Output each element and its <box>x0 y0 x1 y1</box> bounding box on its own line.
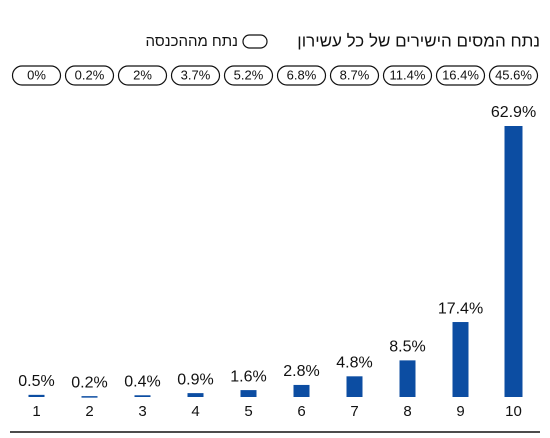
value-label: 17.4% <box>438 300 483 317</box>
income-pill-label: 6.8% <box>287 67 317 82</box>
income-pill <box>382 65 433 86</box>
legend-label: נתח מההכנסה <box>146 33 238 50</box>
x-tick-label: 1 <box>32 403 40 420</box>
x-tick-label: 6 <box>297 403 305 420</box>
income-pill-label: 45.6% <box>495 67 532 82</box>
income-pill <box>11 65 62 86</box>
bar <box>187 393 204 397</box>
bar <box>240 390 257 397</box>
value-label: 4.8% <box>336 355 372 372</box>
value-label: 0.9% <box>177 371 213 388</box>
x-tick-label: 7 <box>350 403 358 420</box>
bar <box>293 384 310 397</box>
bar <box>81 396 98 398</box>
value-label: 1.6% <box>230 368 266 385</box>
value-label: 2.8% <box>283 363 319 380</box>
x-tick-label: 4 <box>191 403 199 420</box>
income-pill <box>170 65 221 86</box>
income-pill <box>223 65 274 86</box>
value-label: 8.5% <box>389 339 425 356</box>
income-pill <box>488 65 539 86</box>
x-tick-label: 3 <box>138 403 146 420</box>
x-tick-label: 2 <box>85 403 93 420</box>
value-label: 0.2% <box>71 374 107 391</box>
bar <box>399 360 416 397</box>
income-pill-label: 0% <box>27 67 46 82</box>
bar <box>346 376 363 397</box>
income-pill <box>435 65 486 86</box>
value-label: 0.4% <box>124 373 160 390</box>
x-tick-label: 10 <box>505 403 522 420</box>
bar <box>28 394 45 397</box>
value-label: 0.5% <box>18 373 54 390</box>
series-title: נתח המסים הישירים של כל עשירון <box>297 31 540 50</box>
x-tick-label: 9 <box>456 403 464 420</box>
income-pill-label: 2% <box>133 67 152 82</box>
x-tick-label: 8 <box>403 403 411 420</box>
income-pill-label: 16.4% <box>442 67 479 82</box>
income-pill <box>117 65 168 86</box>
income-pill <box>64 65 115 86</box>
income-pill-label: 5.2% <box>234 67 264 82</box>
bar <box>134 395 151 397</box>
income-pill-label: 8.7% <box>340 67 370 82</box>
income-pill-label: 3.7% <box>181 67 211 82</box>
x-tick-label: 5 <box>244 403 252 420</box>
value-label: 62.9% <box>491 104 536 121</box>
income-pill-label: 0.2% <box>75 67 105 82</box>
bar <box>504 126 523 397</box>
bar <box>452 322 469 397</box>
income-pill <box>276 65 327 86</box>
legend-pill-icon <box>242 34 268 49</box>
income-pill-label: 11.4% <box>390 67 426 82</box>
income-pill <box>329 65 380 86</box>
